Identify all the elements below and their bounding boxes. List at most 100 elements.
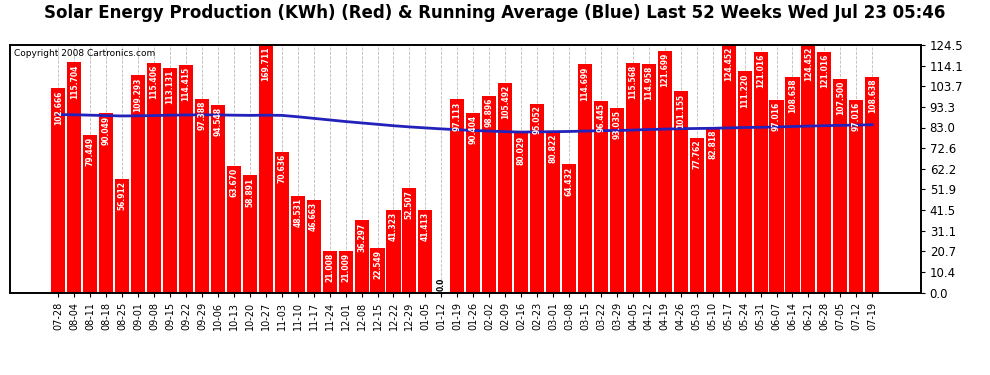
Bar — [354, 220, 368, 292]
Bar — [386, 210, 401, 292]
Bar — [179, 65, 193, 292]
Text: 115.406: 115.406 — [149, 65, 158, 99]
Text: 124.452: 124.452 — [804, 47, 813, 81]
Text: 82.818: 82.818 — [708, 130, 717, 159]
Bar — [753, 52, 767, 292]
Text: 80.029: 80.029 — [517, 135, 526, 165]
Bar — [498, 83, 512, 292]
Text: 124.452: 124.452 — [724, 47, 734, 81]
Bar — [115, 179, 129, 292]
Bar — [769, 100, 783, 292]
Text: 80.822: 80.822 — [548, 134, 557, 163]
Text: 90.049: 90.049 — [102, 116, 111, 145]
Text: 101.155: 101.155 — [676, 93, 685, 128]
Text: 105.492: 105.492 — [501, 85, 510, 119]
Text: 56.912: 56.912 — [118, 182, 127, 210]
Bar — [51, 88, 65, 292]
Text: 108.638: 108.638 — [868, 78, 877, 113]
Bar — [370, 248, 384, 292]
Bar — [785, 76, 800, 292]
Text: 115.568: 115.568 — [629, 65, 638, 99]
Bar — [722, 45, 736, 292]
Bar — [706, 128, 720, 292]
Text: 79.449: 79.449 — [86, 136, 95, 166]
Text: 93.035: 93.035 — [613, 110, 622, 138]
Text: 95.052: 95.052 — [533, 105, 542, 134]
Bar — [530, 104, 544, 292]
Bar — [307, 200, 321, 292]
Bar — [594, 101, 608, 292]
Bar — [450, 99, 464, 292]
Bar — [131, 75, 146, 292]
Bar — [148, 63, 161, 292]
Text: 107.500: 107.500 — [836, 81, 844, 115]
Text: 121.016: 121.016 — [756, 54, 765, 88]
Bar — [690, 138, 704, 292]
Text: 70.636: 70.636 — [277, 154, 286, 183]
Text: 121.699: 121.699 — [660, 53, 669, 87]
Bar — [578, 64, 592, 292]
Bar — [195, 99, 209, 292]
Bar — [642, 64, 655, 292]
Bar — [626, 63, 640, 292]
Text: 97.388: 97.388 — [197, 101, 207, 130]
Text: 114.958: 114.958 — [644, 66, 653, 100]
Text: 113.131: 113.131 — [165, 70, 174, 104]
Text: 108.638: 108.638 — [788, 78, 797, 113]
Text: 114.415: 114.415 — [181, 67, 190, 101]
Bar — [546, 132, 560, 292]
Bar — [323, 251, 337, 292]
Text: 109.293: 109.293 — [134, 77, 143, 112]
Text: 115.704: 115.704 — [69, 64, 79, 99]
Bar — [657, 51, 672, 292]
Bar — [339, 251, 352, 292]
Text: 41.323: 41.323 — [389, 212, 398, 242]
Text: 58.891: 58.891 — [246, 177, 254, 207]
Text: 63.670: 63.670 — [230, 168, 239, 197]
Bar — [610, 108, 624, 292]
Text: 41.413: 41.413 — [421, 212, 430, 241]
Text: 64.432: 64.432 — [564, 166, 573, 195]
Text: 98.896: 98.896 — [485, 98, 494, 127]
Text: 52.507: 52.507 — [405, 190, 414, 219]
Text: 94.548: 94.548 — [214, 106, 223, 136]
Bar — [802, 45, 816, 292]
Bar — [258, 0, 273, 292]
Bar — [482, 96, 496, 292]
Text: 97.016: 97.016 — [851, 102, 861, 131]
Bar — [99, 114, 113, 292]
Text: 22.549: 22.549 — [373, 250, 382, 279]
Bar — [562, 164, 576, 292]
Bar — [514, 134, 529, 292]
Bar — [674, 92, 688, 292]
Text: Copyright 2008 Cartronics.com: Copyright 2008 Cartronics.com — [15, 49, 155, 58]
Text: 114.699: 114.699 — [580, 66, 589, 101]
Text: 121.016: 121.016 — [820, 54, 829, 88]
Bar — [243, 176, 256, 292]
Bar — [818, 52, 832, 292]
Text: 169.711: 169.711 — [261, 47, 270, 81]
Text: 0.0: 0.0 — [437, 277, 446, 291]
Text: 97.016: 97.016 — [772, 102, 781, 131]
Bar — [275, 152, 289, 292]
Text: 111.220: 111.220 — [741, 74, 749, 108]
Text: 48.531: 48.531 — [293, 198, 302, 227]
Text: 21.008: 21.008 — [325, 253, 335, 282]
Text: 97.113: 97.113 — [452, 101, 461, 130]
Bar — [211, 105, 225, 292]
Bar — [738, 71, 751, 292]
Text: 46.663: 46.663 — [309, 202, 318, 231]
Bar — [419, 210, 433, 292]
Text: 21.009: 21.009 — [342, 253, 350, 282]
Bar — [227, 166, 241, 292]
Text: 77.762: 77.762 — [692, 140, 701, 170]
Text: 90.404: 90.404 — [469, 115, 478, 144]
Bar — [865, 76, 879, 292]
Text: 102.666: 102.666 — [53, 90, 62, 125]
Bar — [67, 63, 81, 292]
Text: Solar Energy Production (KWh) (Red) & Running Average (Blue) Last 52 Weeks Wed J: Solar Energy Production (KWh) (Red) & Ru… — [45, 4, 945, 22]
Bar — [83, 135, 97, 292]
Bar — [402, 188, 417, 292]
Text: 96.445: 96.445 — [596, 103, 606, 132]
Bar — [466, 113, 480, 292]
